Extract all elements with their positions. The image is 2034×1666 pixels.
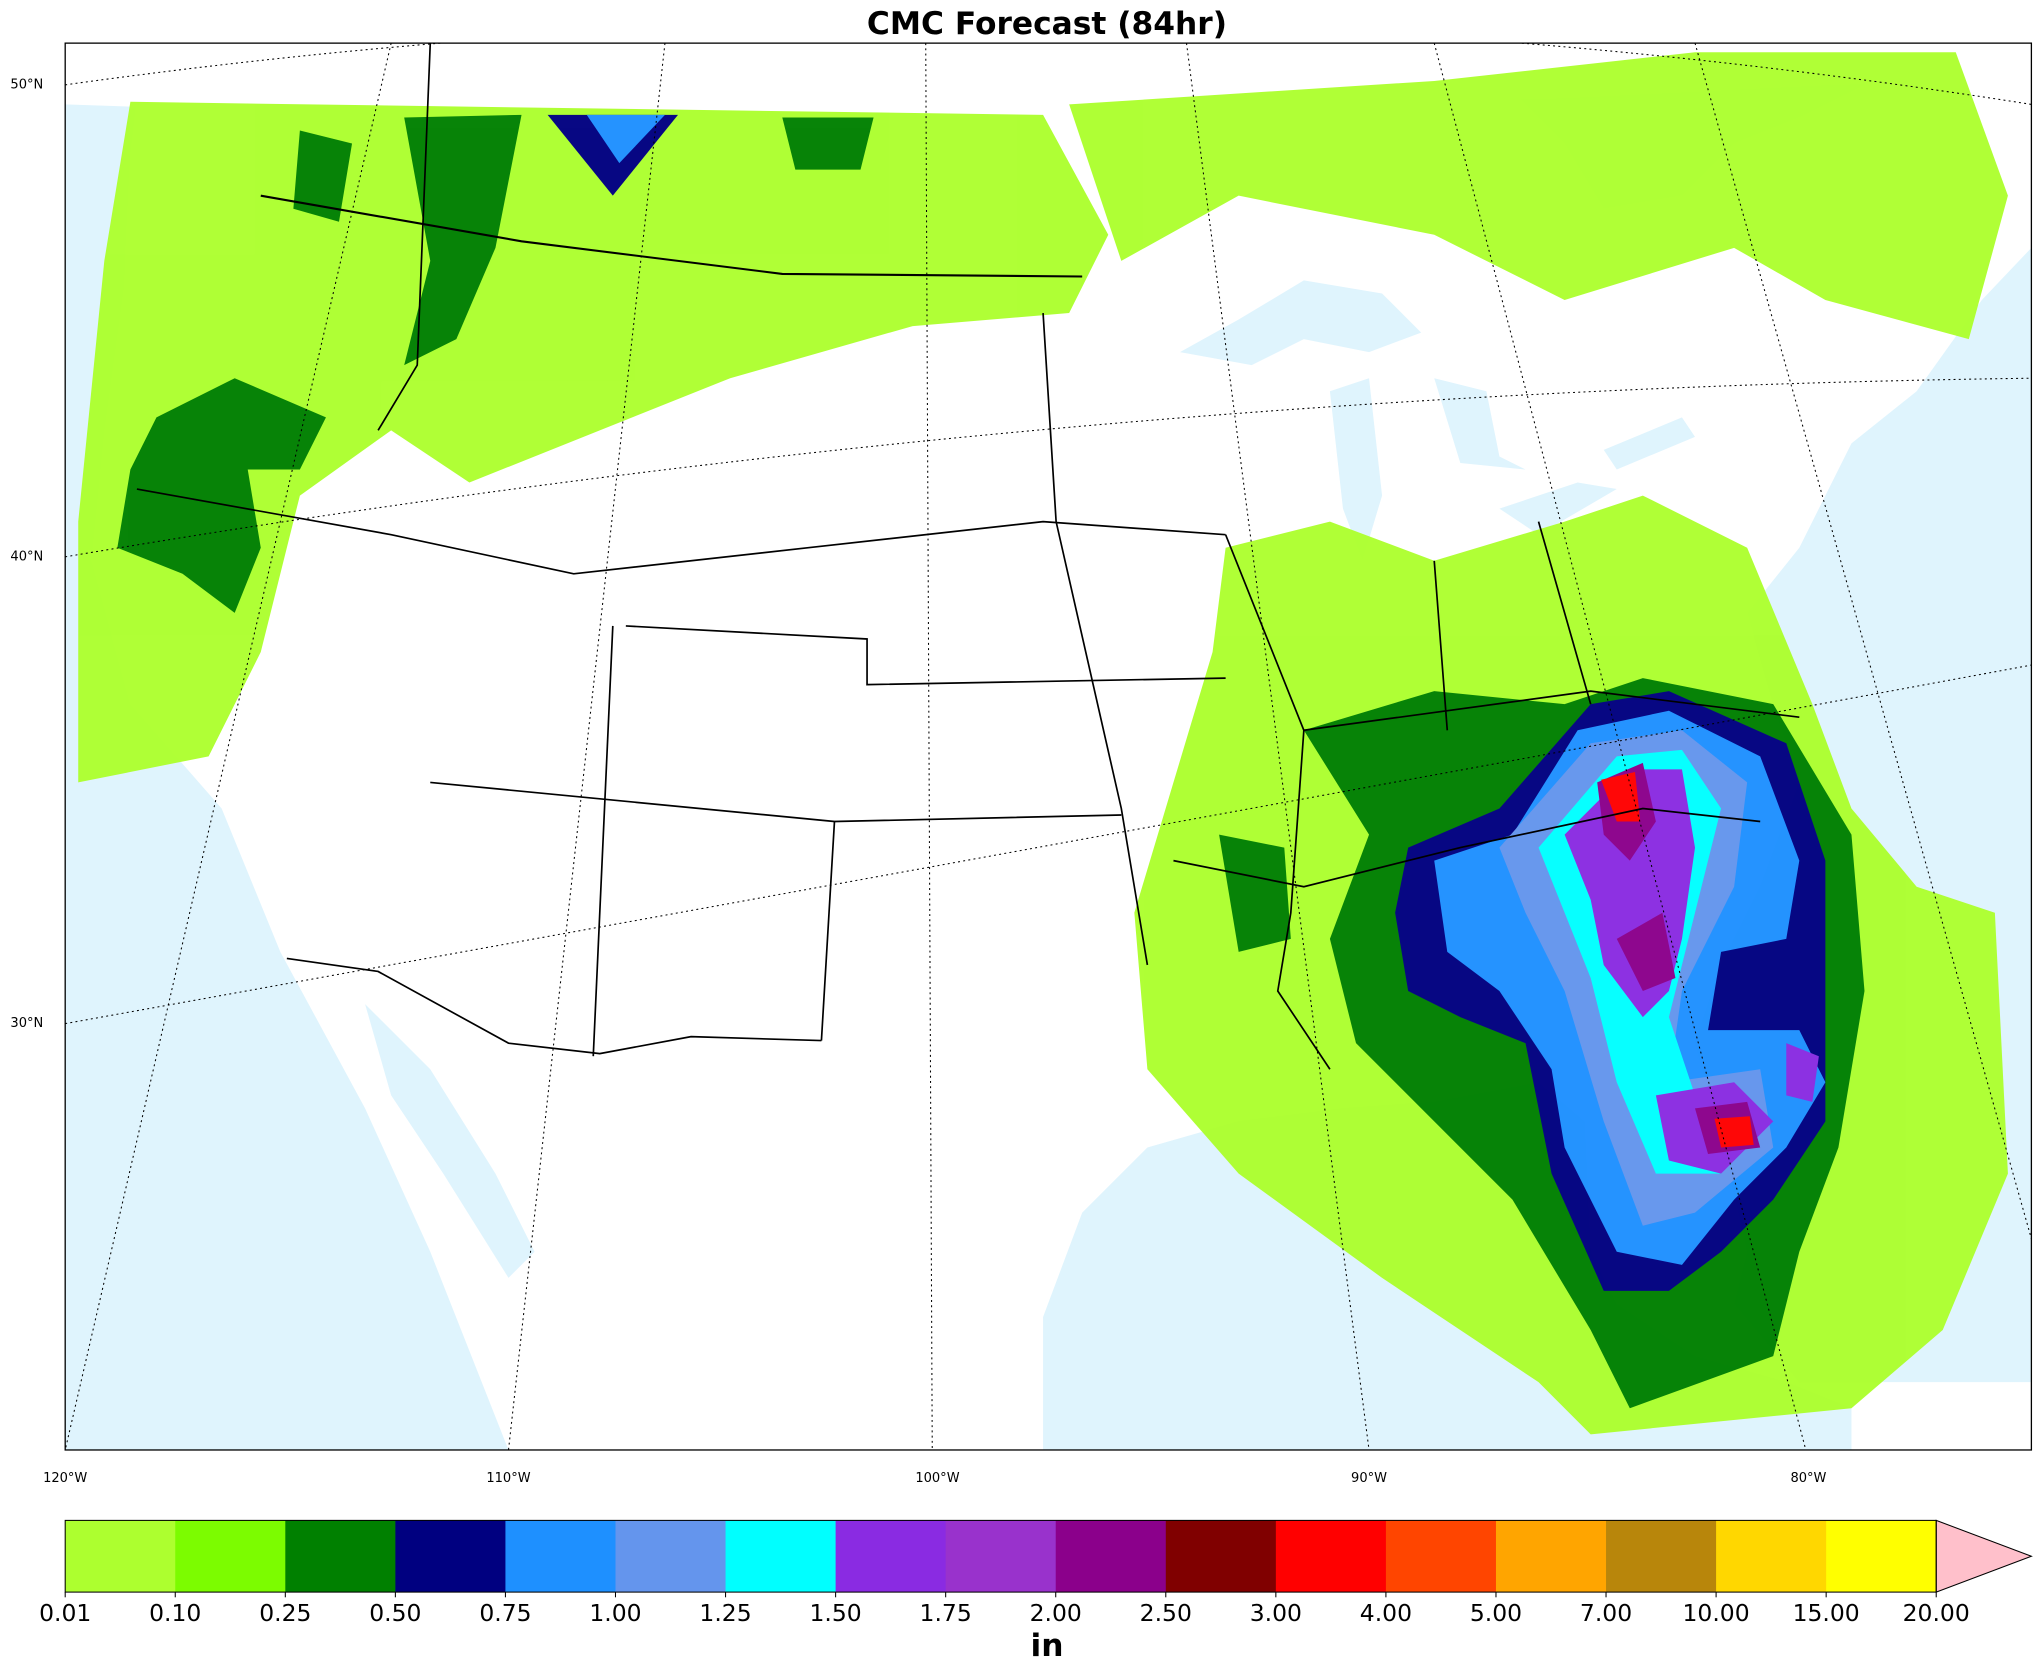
colorbar-segment bbox=[65, 1520, 176, 1593]
colorbar-segment bbox=[835, 1520, 947, 1593]
colorbar-segment bbox=[1716, 1520, 1827, 1593]
gulf-of-california bbox=[365, 1004, 535, 1278]
colorbar-tick-label: 0.75 bbox=[479, 1599, 531, 1627]
colorbar-tick-label: 7.00 bbox=[1580, 1599, 1632, 1627]
colorbar-tick-label: 1.75 bbox=[920, 1599, 972, 1627]
colorbar-frame bbox=[64, 1519, 1937, 1593]
colorbar-segment bbox=[285, 1520, 397, 1593]
lat-label: 50°N bbox=[10, 77, 43, 92]
colorbar-tick-label: 15.00 bbox=[1793, 1599, 1860, 1627]
colorbar-tick-label: 3.00 bbox=[1250, 1599, 1302, 1627]
colorbar-segment bbox=[1385, 1520, 1497, 1593]
lon-label: 90°W bbox=[1351, 1471, 1387, 1486]
colorbar-segment bbox=[175, 1520, 286, 1593]
colorbar-segment bbox=[395, 1520, 507, 1593]
colorbar-tick-label: 2.00 bbox=[1030, 1599, 1082, 1627]
map-frame bbox=[64, 42, 2033, 1451]
lon-label: 100°W bbox=[915, 1471, 959, 1486]
colorbar: 0.01 0.10 0.25 0.50 0.75 1.00 1.25 1.50 1.75 2.00… bbox=[39, 1519, 2033, 1627]
colorbar-unit: in bbox=[1030, 1628, 1063, 1664]
map bbox=[64, 42, 2033, 1451]
colorbar-tick-label: 0.25 bbox=[259, 1599, 311, 1627]
colorbar-segment bbox=[505, 1520, 617, 1593]
great-lakes bbox=[1179, 280, 1695, 561]
colorbar-segment bbox=[945, 1520, 1057, 1593]
title: CMC Forecast (84hr) bbox=[867, 6, 1227, 42]
colorbar-tick-label: 0.01 bbox=[39, 1599, 91, 1627]
axis-labels: 50°N 40°N 30°N 120°W 110°W 100°W 90°W 80°W bbox=[10, 77, 1826, 1486]
colorbar-tick-label: 4.00 bbox=[1360, 1599, 1412, 1627]
colorbar-segment bbox=[1495, 1520, 1607, 1593]
colorbar-tick-label: 1.25 bbox=[699, 1599, 751, 1627]
colorbar-tick-label: 2.50 bbox=[1140, 1599, 1192, 1627]
graticule bbox=[65, 43, 2032, 1450]
colorbar-tick-label: 0.50 bbox=[369, 1599, 421, 1627]
lat-label: 40°N bbox=[10, 549, 43, 564]
colorbar-segment bbox=[1826, 1520, 1937, 1593]
colorbar-tick-label: 10.00 bbox=[1683, 1599, 1750, 1627]
colorbar-tick-label: 1.50 bbox=[809, 1599, 861, 1627]
colorbar-segment bbox=[1165, 1520, 1277, 1593]
colorbar-segment bbox=[1055, 1520, 1167, 1593]
precipitation bbox=[78, 52, 2008, 1435]
lon-label: 110°W bbox=[486, 1471, 530, 1486]
colorbar-extend bbox=[1935, 1519, 2033, 1593]
colorbar-segment bbox=[725, 1520, 837, 1593]
colorbar-segment bbox=[1606, 1520, 1717, 1593]
lat-label: 30°N bbox=[10, 1016, 43, 1031]
pacific-ocean bbox=[65, 43, 509, 1450]
lon-label: 80°W bbox=[1790, 1471, 1826, 1486]
lon-label: 120°W bbox=[43, 1471, 87, 1486]
colorbar-tick-label: 1.00 bbox=[589, 1599, 641, 1627]
colorbar-tick-label: 5.00 bbox=[1470, 1599, 1522, 1627]
colorbar-tick-label: 0.10 bbox=[149, 1599, 201, 1627]
borders bbox=[136, 43, 1800, 1070]
colorbar-segment bbox=[615, 1520, 727, 1593]
colorbar-segment bbox=[1275, 1520, 1387, 1593]
colorbar-tick-label: 20.00 bbox=[1903, 1599, 1970, 1627]
